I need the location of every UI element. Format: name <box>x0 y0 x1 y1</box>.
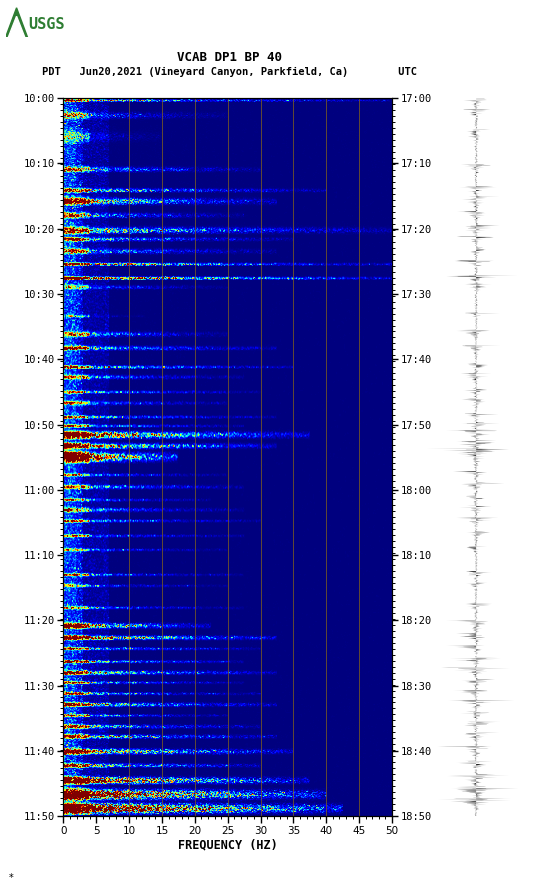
Text: *: * <box>8 873 13 883</box>
Polygon shape <box>6 8 28 37</box>
Polygon shape <box>8 16 25 37</box>
X-axis label: FREQUENCY (HZ): FREQUENCY (HZ) <box>178 838 278 852</box>
Text: VCAB DP1 BP 40: VCAB DP1 BP 40 <box>177 51 282 64</box>
Text: PDT   Jun20,2021 (Vineyard Canyon, Parkfield, Ca)        UTC: PDT Jun20,2021 (Vineyard Canyon, Parkfie… <box>41 67 417 77</box>
Text: USGS: USGS <box>29 17 65 32</box>
